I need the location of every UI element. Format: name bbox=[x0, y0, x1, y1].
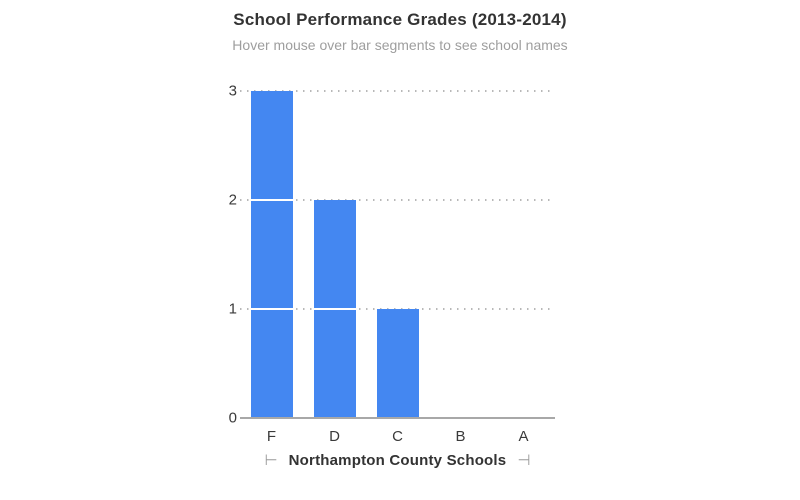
bar-C[interactable] bbox=[376, 309, 419, 418]
y-tick-label-2: 2 bbox=[228, 191, 237, 209]
chart-title: School Performance Grades (2013-2014) bbox=[233, 10, 567, 29]
y-tick-label-1: 1 bbox=[228, 300, 237, 318]
bar-segment-separator bbox=[250, 199, 293, 201]
x-axis-title-row: ⊢ Northampton County Schools ⊣ bbox=[240, 452, 555, 469]
bar-segment-separator bbox=[313, 308, 356, 310]
y-tick-label-0: 0 bbox=[228, 409, 237, 427]
x-axis-title: Northampton County Schools bbox=[288, 452, 507, 469]
x-axis-line bbox=[240, 417, 555, 419]
chart-subtitle: Hover mouse over bar segments to see sch… bbox=[232, 37, 568, 53]
x-tick-label-B: B bbox=[455, 428, 466, 445]
x-tick-label-C: C bbox=[392, 428, 403, 445]
x-tick-label-F: F bbox=[266, 428, 277, 445]
x-tick-label-A: A bbox=[518, 428, 529, 445]
axis-arrow-left-icon: ⊢ bbox=[264, 452, 278, 469]
axis-arrow-right-icon: ⊣ bbox=[517, 452, 531, 469]
bar-segment-separator bbox=[250, 308, 293, 310]
plot-area bbox=[240, 90, 555, 419]
bar-F[interactable] bbox=[250, 91, 293, 418]
bar-D[interactable] bbox=[313, 200, 356, 418]
y-tick-label-3: 3 bbox=[228, 82, 237, 100]
gridline-y3 bbox=[240, 90, 555, 92]
x-tick-label-D: D bbox=[329, 428, 340, 445]
gridline-y2 bbox=[240, 199, 555, 201]
